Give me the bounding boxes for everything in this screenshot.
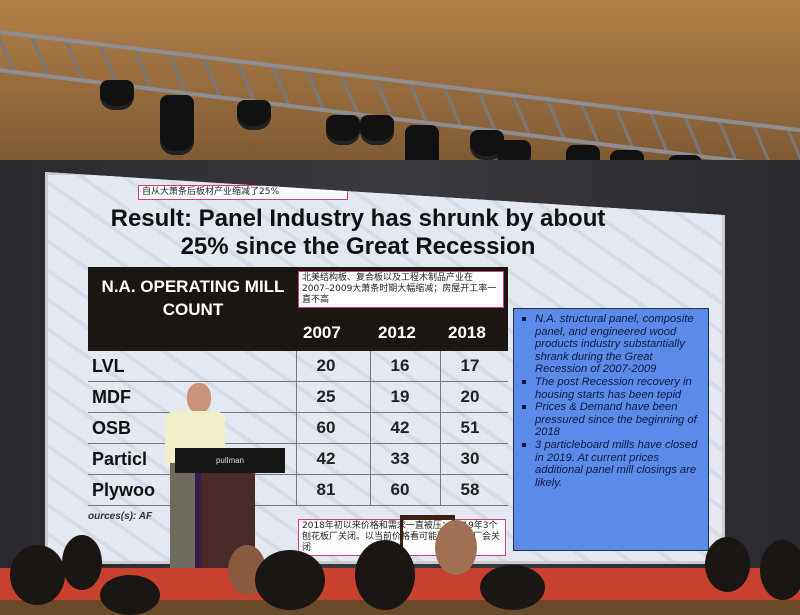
podium-logo: pullman xyxy=(215,456,244,465)
table-header-label: N.A. OPERATING MILL COUNT xyxy=(101,277,285,319)
bullet-item: 3 particleboard mills have closed in 201… xyxy=(522,439,702,489)
cell: 19 xyxy=(390,387,410,406)
table-row: Plywoo ft) 81 60 58 xyxy=(88,475,508,506)
table-row: Particl 42 33 30 xyxy=(88,444,508,475)
audience-head xyxy=(705,537,750,592)
column-divider xyxy=(440,351,441,506)
cell: 20 xyxy=(460,387,480,406)
audience-head xyxy=(760,540,800,600)
row-name: MDF xyxy=(92,387,131,407)
row-name: Particl xyxy=(92,449,148,469)
projection-screen: 自从大萧条后板材产业缩减了25% Result: Panel Industry … xyxy=(45,172,725,564)
cell: 16 xyxy=(390,356,410,375)
audience-head xyxy=(62,535,102,590)
row-name: OSB xyxy=(92,418,132,438)
bullet-box: N.A. structural panel, composite panel, … xyxy=(513,308,709,551)
audience-head xyxy=(355,540,415,610)
cell: 33 xyxy=(390,449,410,468)
cell: 60 xyxy=(390,480,410,499)
audience-head xyxy=(10,545,65,605)
stage-light xyxy=(100,80,134,110)
cell: 58 xyxy=(460,480,480,499)
bullet-item: The post Recession recovery in housing s… xyxy=(522,376,702,401)
row-name: LVL xyxy=(92,356,125,376)
podium-top: pullman xyxy=(175,448,285,473)
cell: 17 xyxy=(460,356,480,375)
cell: 60 xyxy=(316,418,336,437)
audience-head xyxy=(100,575,160,615)
cell: 42 xyxy=(390,418,410,437)
speaker-head xyxy=(187,383,211,413)
year-header: 2018 xyxy=(448,323,486,342)
stage-light xyxy=(237,100,271,130)
bullet-item: Prices & Demand have been pressured sinc… xyxy=(522,401,702,439)
cell: 25 xyxy=(316,387,336,406)
chinese-note-title: 自从大萧条后板材产业缩减了25% xyxy=(138,185,348,200)
cell: 42 xyxy=(316,449,336,468)
column-divider xyxy=(370,351,371,506)
cell: 20 xyxy=(316,356,336,375)
slide-title: Result: Panel Industry has shrunk by abo… xyxy=(110,205,606,260)
cell: 51 xyxy=(460,418,480,437)
stage-light xyxy=(160,95,194,155)
cell: 81 xyxy=(316,480,336,499)
chinese-note-1: 北美结构板、复合板以及工程木制品产业在2007–2009大萧条时期大幅缩减；房屋… xyxy=(298,271,504,308)
table-row: MDF 25 19 20 xyxy=(88,382,508,413)
column-divider xyxy=(296,351,297,506)
stage-light xyxy=(326,115,360,145)
audience-head xyxy=(480,565,545,610)
cell: 30 xyxy=(460,449,480,468)
table-row: LVL 20 16 17 xyxy=(88,351,508,382)
audience-head xyxy=(435,520,477,575)
audience-head xyxy=(255,550,325,610)
year-header: 2007 xyxy=(303,323,341,342)
stage-light xyxy=(360,115,394,145)
table-row: OSB 60 42 51 xyxy=(88,413,508,444)
bullet-item: N.A. structural panel, composite panel, … xyxy=(522,313,702,376)
year-header: 2012 xyxy=(378,323,416,342)
